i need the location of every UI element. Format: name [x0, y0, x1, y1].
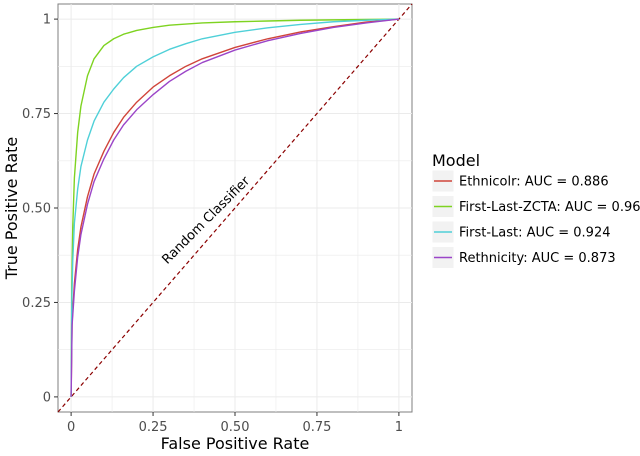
x-tick-label: 1	[395, 420, 403, 435]
series-group	[70, 18, 399, 397]
x-tick-label: 0.50	[221, 420, 250, 435]
legend-label: First-Last: AUC = 0.924	[459, 226, 611, 241]
legend-label: Rethnicity: AUC = 0.873	[459, 251, 616, 266]
legend-label: First-Last-ZCTA: AUC = 0.963	[459, 200, 640, 215]
series-line-3	[70, 18, 399, 397]
y-tick-label: 0.50	[22, 202, 51, 217]
series-line-2	[70, 18, 399, 397]
y-axis-ticks: 0 0.25 0.50 0.75 1	[22, 13, 58, 405]
legend: Model Ethnicolr: AUC = 0.886 First-Last-Z…	[431, 151, 640, 269]
series-line-0	[70, 18, 399, 397]
reference-line-group	[57, 3, 413, 413]
y-tick-label: 0.75	[22, 107, 51, 122]
x-tick-label: 0.75	[302, 420, 331, 435]
random-classifier-line	[57, 3, 413, 413]
y-axis-title: True Positive Rate	[2, 137, 21, 281]
x-axis-title: False Positive Rate	[161, 434, 310, 453]
series-line-1	[70, 18, 399, 397]
y-tick-label: 0.25	[22, 296, 51, 311]
x-axis-ticks: 0 0.25 0.50 0.75 1	[67, 412, 403, 435]
x-tick-label: 0	[67, 420, 75, 435]
legend-label: Ethnicolr: AUC = 0.886	[459, 175, 609, 190]
y-tick-label: 1	[43, 13, 51, 28]
y-tick-label: 0	[43, 390, 51, 405]
legend-title: Model	[432, 151, 480, 170]
x-tick-label: 0.25	[139, 420, 168, 435]
